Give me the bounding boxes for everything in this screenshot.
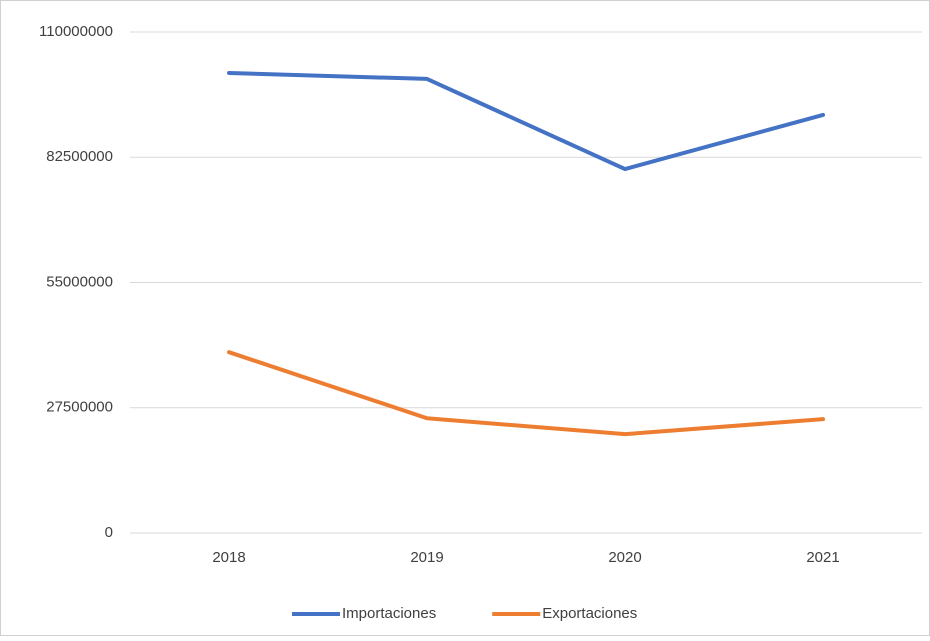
legend-label: Exportaciones	[542, 605, 637, 622]
y-tick-label: 27500000	[46, 399, 113, 416]
y-tick-label: 110000000	[39, 23, 113, 40]
y-tick-label: 0	[105, 524, 113, 541]
data-line	[227, 70, 825, 172]
x-tick-label: 2018	[212, 549, 245, 566]
legend-label: Importaciones	[342, 605, 436, 622]
data-line	[227, 350, 825, 437]
x-tick-label: 2020	[608, 549, 641, 566]
x-tick-label: 2019	[410, 549, 443, 566]
y-tick-label: 55000000	[46, 273, 113, 290]
y-tick-label: 82500000	[46, 148, 113, 165]
x-tick-label: 2021	[806, 549, 839, 566]
